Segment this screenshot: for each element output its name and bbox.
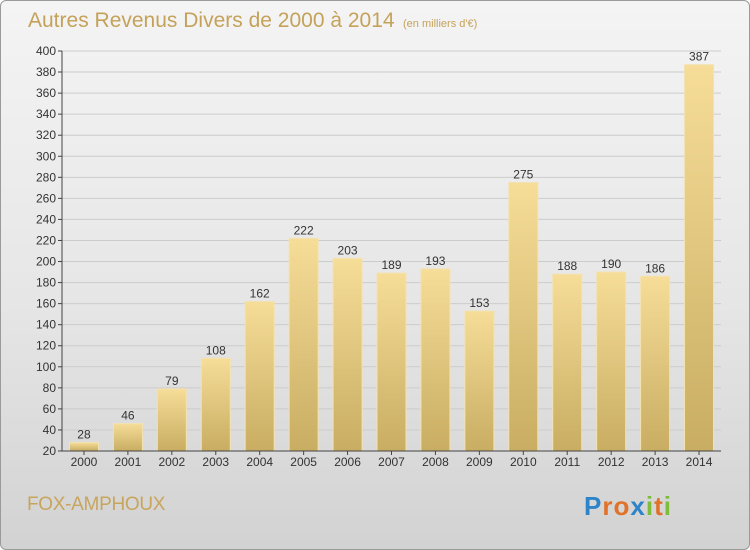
bar: [156, 388, 187, 452]
bar: [200, 357, 231, 452]
bar-layer: 28 46 79 108 162 222 203 189 193 153 275 188 190 186 3…: [68, 50, 715, 452]
bar: [376, 272, 407, 452]
data-label: 190: [601, 257, 621, 271]
y-tick-label: 240: [36, 212, 56, 226]
logo-letter: r: [602, 491, 614, 521]
bar: [332, 257, 363, 452]
data-label: 222: [294, 223, 314, 237]
y-tick-label: 120: [36, 339, 56, 353]
x-tick-label: 2002: [158, 455, 185, 469]
axis-layer: 20 40 60 80 100 120 140 160 180 200 220 240 260 280 30…: [36, 44, 721, 469]
logo-letter: P: [584, 491, 603, 521]
title-text: Autres Revenus Divers de 2000 à 2014: [28, 9, 395, 32]
y-tick-label: 140: [36, 318, 56, 332]
x-tick-label: 2013: [642, 455, 669, 469]
y-tick-label: 380: [36, 65, 56, 79]
x-tick-label: 2003: [202, 455, 229, 469]
y-tick-label: 260: [36, 191, 56, 205]
bar: [596, 271, 627, 452]
x-tick-label: 2009: [466, 455, 493, 469]
logo-letter: i: [645, 491, 655, 521]
bar: [244, 301, 275, 452]
bar: [552, 273, 583, 452]
data-label: 108: [206, 343, 226, 357]
bar: [288, 237, 319, 452]
unit-note: (en milliers d'€): [403, 18, 478, 30]
logo-letter: t: [654, 491, 664, 521]
y-tick-label: 360: [36, 86, 56, 100]
data-label: 387: [689, 50, 709, 64]
bar: [112, 423, 143, 452]
x-tick-label: 2010: [510, 455, 537, 469]
bar: [420, 268, 451, 452]
x-tick-label: 2014: [686, 455, 713, 469]
x-tick-label: 2000: [71, 455, 98, 469]
y-tick-label: 60: [43, 402, 57, 416]
y-tick-label: 200: [36, 255, 56, 269]
x-tick-label: 2006: [334, 455, 361, 469]
y-tick-label: 400: [36, 44, 56, 58]
bar: [640, 275, 671, 452]
x-tick-label: 2005: [290, 455, 317, 469]
y-tick-label: 180: [36, 276, 56, 290]
bar: [508, 182, 539, 452]
data-label: 193: [425, 254, 445, 268]
proxiti-logo: Proxiti: [584, 491, 672, 522]
x-tick-label: 2007: [378, 455, 405, 469]
x-tick-label: 2008: [422, 455, 449, 469]
y-tick-label: 160: [36, 297, 56, 311]
data-label: 162: [250, 287, 270, 301]
y-tick-label: 40: [43, 423, 57, 437]
y-tick-label: 340: [36, 107, 56, 121]
data-label: 46: [121, 409, 135, 423]
data-label: 153: [469, 296, 489, 310]
data-label: 79: [165, 374, 179, 388]
y-tick-label: 280: [36, 170, 56, 184]
y-tick-label: 320: [36, 128, 56, 142]
data-label: 28: [77, 428, 91, 442]
chart-title: Autres Revenus Divers de 2000 à 2014 (en…: [28, 9, 477, 33]
bar: [464, 310, 495, 452]
y-tick-label: 220: [36, 233, 56, 247]
logo-letter: o: [613, 491, 631, 521]
data-label: 203: [338, 243, 358, 257]
logo-letter: x: [630, 491, 646, 521]
x-tick-label: 2001: [115, 455, 142, 469]
logo-letter: i: [663, 491, 672, 521]
y-tick-label: 100: [36, 360, 56, 374]
y-tick-label: 20: [43, 444, 57, 458]
commune-name: FOX-AMPHOUX: [27, 494, 166, 515]
bar: [68, 442, 99, 452]
data-label: 188: [557, 259, 577, 273]
data-label: 275: [513, 168, 533, 182]
x-tick-label: 2004: [246, 455, 273, 469]
y-tick-label: 80: [43, 381, 57, 395]
x-tick-label: 2012: [598, 455, 625, 469]
bar: [684, 64, 715, 452]
data-label: 189: [381, 258, 401, 272]
data-label: 186: [645, 261, 665, 275]
x-tick-label: 2011: [554, 455, 580, 469]
y-tick-label: 300: [36, 149, 56, 163]
